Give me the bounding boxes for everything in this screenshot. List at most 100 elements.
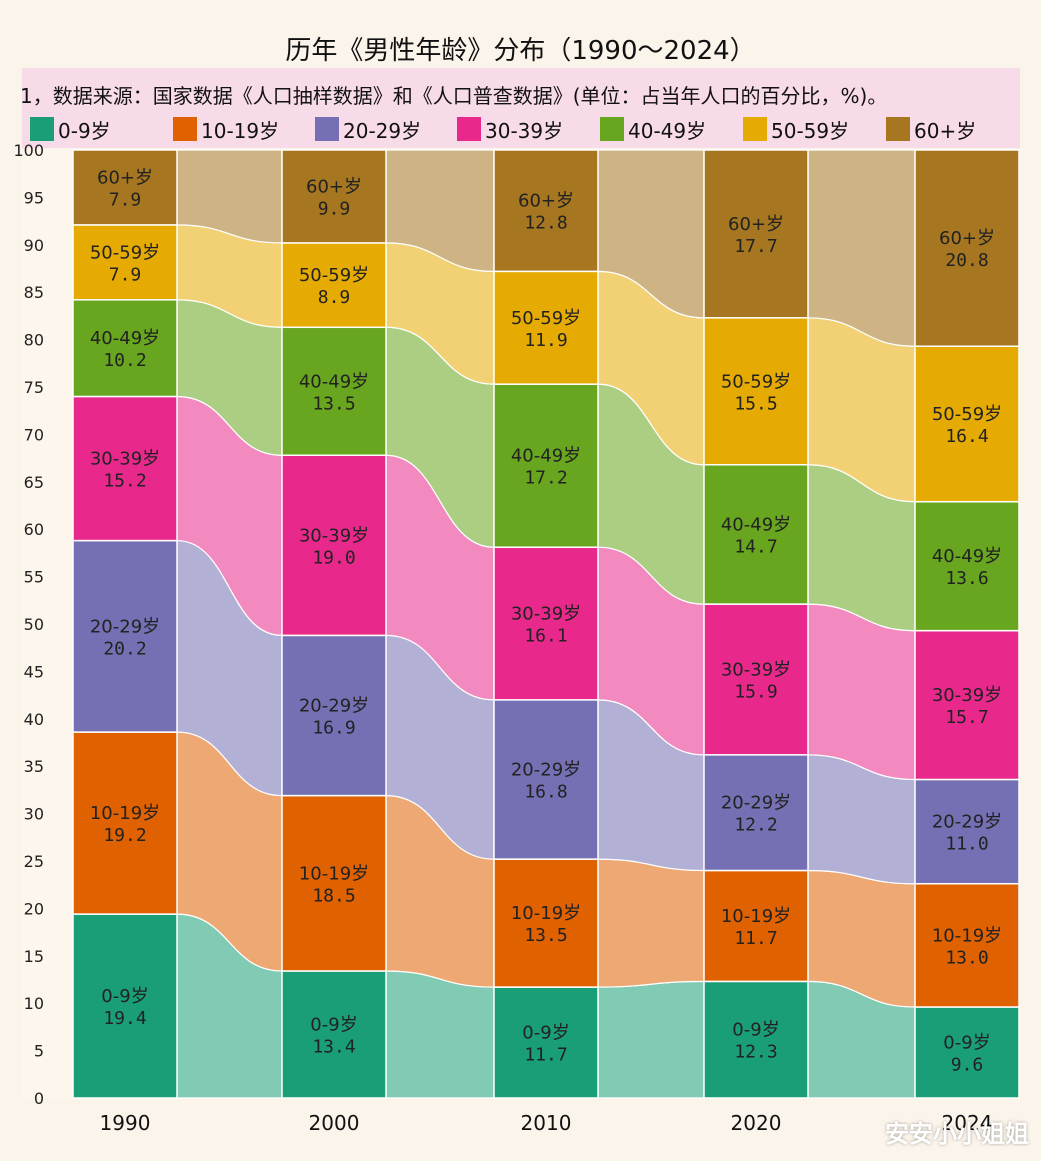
y-tick-label: 85: [24, 283, 44, 302]
legend-label: 50-59岁: [771, 119, 849, 143]
bar-segment: [914, 149, 1020, 347]
bar-label-name: 30-39岁: [511, 604, 581, 625]
flow-band: [597, 858, 705, 988]
bar-segment: [914, 345, 1020, 503]
bar-label-value: 9.9: [318, 198, 351, 219]
bar-label-value: 13.6: [945, 568, 988, 589]
bar-label-name: 40-49岁: [932, 546, 1002, 567]
bar-label-value: 11.7: [734, 928, 777, 949]
bar-segment: [72, 149, 178, 226]
y-tick-label: 45: [24, 662, 44, 681]
chart-title: 历年《男性年龄》分布（1990～2024）: [285, 36, 756, 66]
y-tick-label: 20: [24, 899, 44, 918]
bar-segment: [703, 980, 809, 1099]
bar-label-name: 0-9岁: [732, 1020, 779, 1041]
bar-label-value: 19.2: [103, 825, 146, 846]
bar-label-name: 50-59岁: [511, 308, 581, 329]
bar-segment: [72, 224, 178, 301]
bar-label-value: 17.7: [734, 236, 777, 257]
legend-swatch: [886, 117, 910, 141]
y-tick-label: 5: [34, 1042, 44, 1061]
bar-label-name: 40-49岁: [90, 328, 160, 349]
legend-label: 40-49岁: [628, 119, 706, 143]
watermark: 安安小小姐姐: [885, 1120, 1029, 1148]
y-tick-label: 35: [24, 757, 44, 776]
bar-label-value: 17.2: [524, 468, 567, 489]
bar-segment: [914, 1006, 1020, 1099]
bar-segment: [493, 699, 599, 860]
bar-label-value: 11.0: [945, 834, 988, 855]
bar-label-name: 20-29岁: [511, 759, 581, 780]
y-tick-label: 15: [24, 947, 44, 966]
bar-label-name: 10-19岁: [299, 863, 369, 884]
bar-label-name: 60+岁: [939, 228, 995, 249]
legend-label: 0-9岁: [58, 119, 111, 143]
y-tick-label: 100: [13, 141, 44, 160]
flow-band: [597, 980, 705, 1099]
bar-label-name: 0-9岁: [522, 1023, 569, 1044]
bar-segment: [281, 634, 387, 797]
bar-segment: [493, 149, 599, 273]
bar-label-value: 13.5: [312, 393, 355, 414]
bar-segment: [281, 794, 387, 972]
bar-label-name: 30-39岁: [90, 449, 160, 470]
bar-label-value: 15.5: [734, 393, 777, 414]
bar-label-value: 13.4: [312, 1036, 355, 1057]
bar-segment: [493, 986, 599, 1099]
bar-label-name: 20-29岁: [932, 812, 1002, 833]
y-tick-label: 30: [24, 805, 44, 824]
bar-label-name: 60+岁: [306, 176, 362, 197]
x-tick-label: 2024: [942, 1111, 993, 1135]
bar-segment: [72, 299, 178, 398]
bar-label-name: 40-49岁: [299, 371, 369, 392]
bar-label-value: 12.8: [524, 213, 567, 234]
bar-label-value: 16.1: [524, 626, 567, 647]
bar-label-value: 7.9: [109, 189, 142, 210]
y-tick-label: 80: [24, 331, 44, 350]
bar-label-name: 50-59岁: [299, 265, 369, 286]
bar-label-value: 20.8: [945, 250, 988, 271]
y-tick-label: 65: [24, 473, 44, 492]
bar-label-value: 12.3: [734, 1042, 777, 1063]
bar-segment: [72, 913, 178, 1099]
legend-label: 60+岁: [914, 119, 976, 143]
bar-segment: [493, 546, 599, 701]
bar-label-value: 8.9: [318, 287, 351, 308]
legend-label: 20-29岁: [343, 119, 421, 143]
bar-label-value: 16.9: [312, 717, 355, 738]
bar-label-name: 10-19岁: [90, 803, 160, 824]
bar-segment: [914, 629, 1020, 781]
bar-label-name: 50-59岁: [721, 371, 791, 392]
bar-label-name: 0-9岁: [101, 986, 148, 1007]
bar-label-name: 10-19岁: [511, 903, 581, 924]
bar-segment: [281, 970, 387, 1099]
source-note: 1，数据来源：国家数据《人口抽样数据》和《人口普查数据》(单位：占当年人口的百分…: [20, 84, 888, 108]
legend: 0-9岁 10-19岁 20-29岁 30-39岁 40-49岁 50-59岁 60+岁: [30, 117, 976, 143]
bar-label-value: 15.2: [103, 471, 146, 492]
y-tick-label: 25: [24, 852, 44, 871]
x-tick-label: 2020: [731, 1111, 782, 1135]
bar-label-name: 30-39岁: [932, 685, 1002, 706]
bar-label-value: 12.2: [734, 815, 777, 836]
bar-segment: [914, 500, 1020, 632]
y-tick-label: 40: [24, 710, 44, 729]
bar-segment: [703, 463, 809, 605]
bar-label-name: 0-9岁: [310, 1014, 357, 1035]
bar-label-name: 40-49岁: [721, 514, 791, 535]
legend-swatch: [315, 117, 339, 141]
bar-label-value: 18.5: [312, 885, 355, 906]
bar-label-value: 14.7: [734, 536, 777, 557]
bar-label-value: 13.5: [524, 925, 567, 946]
bar-segment: [281, 242, 387, 329]
y-tick-label: 90: [24, 236, 44, 255]
bar-label-name: 30-39岁: [299, 525, 369, 546]
y-tick-label: 60: [24, 520, 44, 539]
bar-segment: [493, 383, 599, 548]
bar-label-name: 60+岁: [728, 214, 784, 235]
bar-label-value: 19.4: [103, 1008, 146, 1029]
bar-label-name: 40-49岁: [511, 446, 581, 467]
bar-label-value: 7.9: [109, 264, 142, 285]
legend-swatch: [600, 117, 624, 141]
